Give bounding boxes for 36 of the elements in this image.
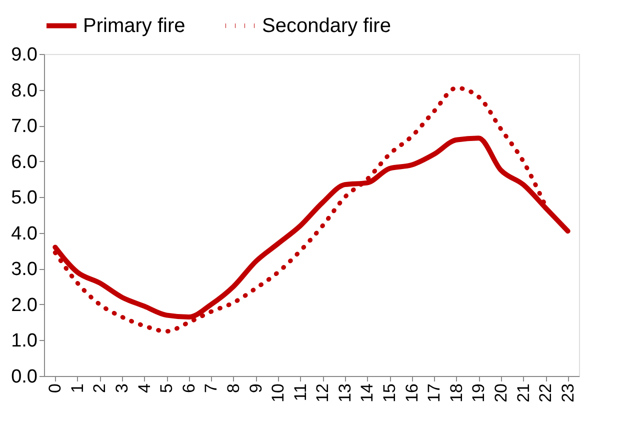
y-tick-label: 8.0 (11, 80, 38, 102)
x-tick-label: 22 (536, 384, 556, 402)
x-tick-label: 1 (68, 384, 87, 393)
y-tick-label: 4.0 (11, 223, 38, 244)
x-tick-label: 3 (112, 384, 132, 393)
x-tick-label: 7 (202, 384, 221, 393)
x-tick-label: 9 (246, 384, 266, 393)
x-tick-label: 18 (446, 384, 466, 402)
x-tick-label: 13 (335, 384, 354, 402)
y-tick-label: 3.0 (11, 259, 38, 280)
x-tick-label: 23 (558, 384, 578, 402)
x-tick-label: 21 (514, 384, 533, 402)
x-tick-label: 6 (179, 384, 198, 393)
y-tick-label: 5.0 (11, 188, 38, 209)
y-tick-label: 1.0 (11, 330, 38, 352)
x-tick-label: 11 (290, 384, 310, 402)
x-tick-label: 8 (224, 384, 243, 393)
x-tick-label: 2 (90, 384, 110, 393)
x-tick-label: 10 (268, 384, 288, 402)
y-tick-label: 6.0 (11, 152, 38, 173)
x-tick-label: 14 (358, 384, 377, 402)
y-tick-label: 0.0 (11, 366, 38, 388)
x-tick-label: 19 (469, 384, 488, 402)
x-tick-label: 12 (313, 384, 332, 402)
x-tick-label: 17 (424, 384, 444, 402)
x-tick-label: 0 (46, 384, 65, 393)
legend-label: Secondary fire (262, 14, 391, 37)
x-tick-label: 16 (402, 384, 422, 402)
y-tick-label: 9.0 (11, 44, 38, 66)
y-tick-label: 7.0 (11, 116, 38, 138)
x-tick-label: 20 (491, 384, 510, 402)
legend-label: Primary fire (83, 14, 186, 37)
y-tick-label: 2.0 (11, 294, 38, 316)
x-tick-label: 4 (134, 384, 154, 393)
x-tick-label: 5 (157, 384, 176, 393)
x-tick-label: 15 (380, 384, 400, 402)
